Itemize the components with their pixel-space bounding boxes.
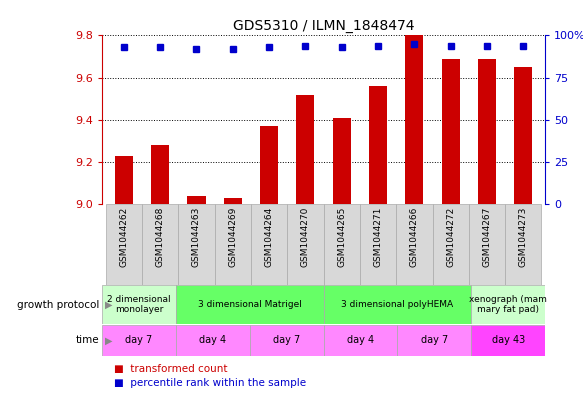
Text: day 7: day 7: [125, 335, 153, 345]
Bar: [405, 35, 423, 204]
Bar: [178, 204, 215, 285]
Bar: [187, 196, 206, 204]
Bar: [215, 204, 251, 285]
Text: GSM1044269: GSM1044269: [229, 207, 237, 267]
Bar: [469, 204, 505, 285]
Text: ■  transformed count: ■ transformed count: [114, 364, 227, 374]
Text: day 7: day 7: [273, 335, 300, 345]
Text: GSM1044273: GSM1044273: [519, 207, 528, 267]
Text: GSM1044263: GSM1044263: [192, 207, 201, 267]
Bar: [102, 325, 176, 356]
Bar: [296, 95, 314, 204]
Bar: [324, 325, 398, 356]
Text: 2 dimensional
monolayer: 2 dimensional monolayer: [107, 295, 171, 314]
Text: 3 dimensional polyHEMA: 3 dimensional polyHEMA: [342, 300, 454, 309]
Text: GSM1044268: GSM1044268: [156, 207, 164, 267]
Text: time: time: [75, 335, 99, 345]
Text: xenograph (mam
mary fat pad): xenograph (mam mary fat pad): [469, 295, 547, 314]
Bar: [324, 285, 471, 324]
Text: GSM1044266: GSM1044266: [410, 207, 419, 267]
Text: day 7: day 7: [421, 335, 448, 345]
Bar: [505, 204, 542, 285]
Text: ▶: ▶: [105, 335, 113, 345]
Text: ■  percentile rank within the sample: ■ percentile rank within the sample: [114, 378, 306, 388]
Text: GSM1044262: GSM1044262: [120, 207, 128, 267]
Text: GSM1044264: GSM1044264: [265, 207, 273, 267]
Bar: [360, 204, 396, 285]
Text: GSM1044271: GSM1044271: [374, 207, 382, 267]
Text: ▶: ▶: [105, 299, 113, 310]
Text: GSM1044272: GSM1044272: [446, 207, 455, 267]
Bar: [251, 204, 287, 285]
Text: GSM1044270: GSM1044270: [301, 207, 310, 267]
Bar: [115, 156, 133, 204]
Bar: [102, 285, 176, 324]
Bar: [369, 86, 387, 204]
Bar: [396, 204, 433, 285]
Bar: [324, 204, 360, 285]
Bar: [441, 59, 460, 204]
Text: GSM1044267: GSM1044267: [483, 207, 491, 267]
Bar: [433, 204, 469, 285]
Text: growth protocol: growth protocol: [17, 299, 99, 310]
Text: 3 dimensional Matrigel: 3 dimensional Matrigel: [198, 300, 301, 309]
Bar: [471, 285, 545, 324]
Title: GDS5310 / ILMN_1848474: GDS5310 / ILMN_1848474: [233, 19, 415, 33]
Bar: [333, 118, 351, 204]
Text: day 4: day 4: [347, 335, 374, 345]
Bar: [478, 59, 496, 204]
Bar: [250, 325, 324, 356]
Bar: [398, 325, 471, 356]
Bar: [287, 204, 324, 285]
Bar: [514, 67, 532, 204]
Bar: [151, 145, 169, 204]
Bar: [224, 198, 242, 204]
Bar: [260, 126, 278, 204]
Bar: [106, 204, 142, 285]
Bar: [176, 325, 250, 356]
Text: day 43: day 43: [491, 335, 525, 345]
Bar: [142, 204, 178, 285]
Bar: [471, 325, 545, 356]
Text: day 4: day 4: [199, 335, 226, 345]
Text: GSM1044265: GSM1044265: [337, 207, 346, 267]
Bar: [176, 285, 324, 324]
